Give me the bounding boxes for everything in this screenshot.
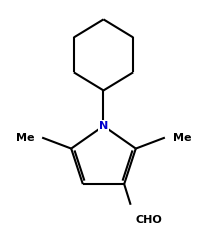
Text: N: N [98, 121, 108, 131]
Text: CHO: CHO [135, 215, 162, 225]
Text: Me: Me [172, 133, 190, 143]
Text: Me: Me [16, 133, 34, 143]
